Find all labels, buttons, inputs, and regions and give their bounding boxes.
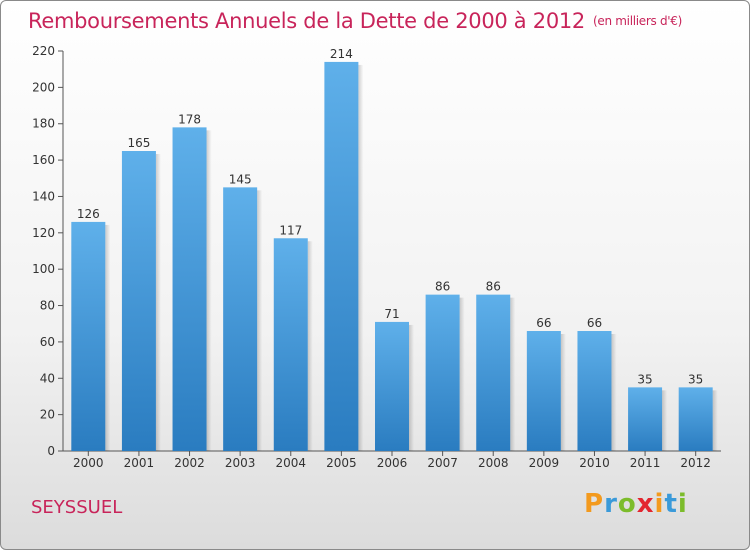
bar-shadow [257,190,263,451]
x-tick-label: 2002 [174,456,205,470]
y-tick-label: 220 [32,44,55,58]
logo-letter: x [636,489,655,519]
bar-shadow [409,324,414,451]
y-tick-label: 60 [40,335,55,349]
y-tick-label: 80 [40,299,55,313]
bar-value-label: 178 [178,112,201,126]
y-tick-label: 200 [32,80,55,94]
bar [476,294,511,451]
x-tick-label: 2004 [275,456,306,470]
bar-shadow [358,64,364,451]
bar [526,331,561,451]
location-name: SEYSSUEL [31,497,123,518]
x-tick-label: 2009 [529,456,560,470]
bar-value-label: 86 [435,280,450,294]
x-tick-label: 2012 [680,456,711,470]
logo-letter: r [604,489,618,519]
bar-value-label: 117 [279,223,302,237]
bar [628,387,663,451]
bar-value-label: 165 [127,136,150,150]
bar-shadow [560,334,566,451]
bar [71,221,106,451]
y-tick-label: 140 [32,189,55,203]
bar-value-label: 66 [536,316,551,330]
bar-value-label: 145 [229,172,252,186]
y-tick-label: 160 [32,153,55,167]
bar-value-label: 35 [688,372,703,386]
logo-letter: t [664,489,678,519]
x-tick-label: 2007 [427,456,458,470]
logo-letter: o [617,489,637,519]
proxiti-logo: Proxiti [584,489,688,519]
x-tick-label: 2005 [326,456,357,470]
bar [273,238,308,451]
bar [678,387,713,451]
x-tick-label: 2010 [579,456,610,470]
y-tick-label: 0 [47,444,55,458]
x-tick-label: 2006 [377,456,408,470]
bar-value-label: 86 [486,280,501,294]
chart-unit: (en milliers d'€) [593,14,683,28]
bar-shadow [510,297,516,451]
x-tick-label: 2000 [73,456,104,470]
bar-shadow [105,224,111,451]
x-tick-label: 2008 [478,456,509,470]
x-tick-label: 2003 [225,456,256,470]
bar [375,321,409,451]
y-tick-label: 20 [40,408,55,422]
bar-value-label: 35 [637,372,652,386]
bar-shadow [206,130,212,451]
bar-value-label: 126 [77,207,100,221]
chart-title: Remboursements Annuels de la Dette de 20… [28,9,682,33]
x-tick-label: 2011 [630,456,661,470]
bar-shadow [459,297,465,451]
bar-value-label: 71 [384,307,399,321]
y-tick-label: 120 [32,226,55,240]
bar [324,61,359,452]
bar [121,151,156,451]
bar-value-label: 214 [330,47,353,61]
bar-shadow [611,334,617,451]
bar-shadow [155,154,161,451]
x-tick-label: 2001 [124,456,155,470]
logo-letter: i [654,489,665,519]
y-tick-label: 40 [40,371,55,385]
logo-letter: P [584,489,605,519]
bar [223,187,258,451]
bar [172,127,207,451]
bar-shadow [662,390,668,451]
bar [425,294,460,451]
plot-area: 0 20 40 60 80 100 120 140 160 180 200 220 126 2000 165… [32,44,721,470]
bar-shadow [712,390,718,451]
y-tick-label: 100 [32,262,55,276]
bar-shadow [307,241,313,451]
bar-value-label: 66 [587,316,602,330]
chart-title-text: Remboursements Annuels de la Dette de 20… [28,9,585,33]
logo-letter: i [677,489,688,519]
bar [577,331,612,451]
y-tick-label: 180 [32,117,55,131]
